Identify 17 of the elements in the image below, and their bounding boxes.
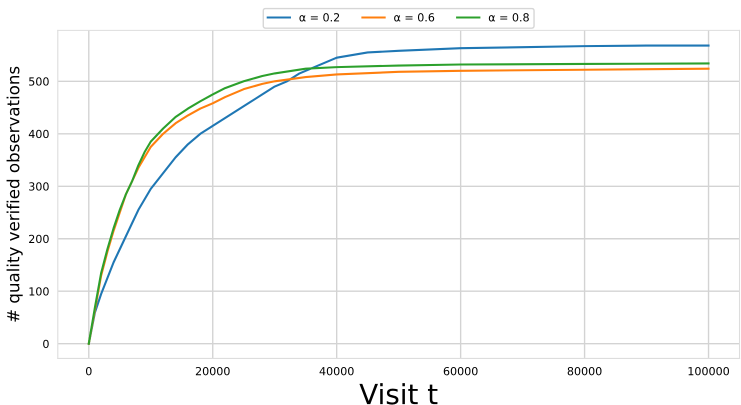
y-tick-label: 200 bbox=[29, 234, 49, 244]
x-tick-label: 20000 bbox=[196, 366, 230, 376]
x-tick-label: 0 bbox=[86, 366, 92, 376]
x-tick-label: 80000 bbox=[568, 366, 602, 376]
y-tick-label: 400 bbox=[28, 130, 49, 138]
x-tick-label: 60000 bbox=[444, 366, 478, 376]
y-tick-label: 100 bbox=[29, 287, 49, 296]
x-tick-label: 40000 bbox=[320, 366, 354, 376]
x-axis-title: Visit t bbox=[359, 383, 438, 405]
x-tick-label: 100000 bbox=[688, 366, 729, 376]
legend-label: α = 0.2 bbox=[299, 13, 340, 22]
y-tick-label: 500 bbox=[29, 77, 49, 86]
y-tick-label: 300 bbox=[29, 182, 49, 191]
y-axis-title: # quality verified observations bbox=[6, 66, 23, 322]
y-tick-label: 0 bbox=[43, 340, 49, 348]
legend-label: α = 0.6 bbox=[394, 13, 434, 22]
legend-label: α = 0.8 bbox=[488, 13, 529, 22]
